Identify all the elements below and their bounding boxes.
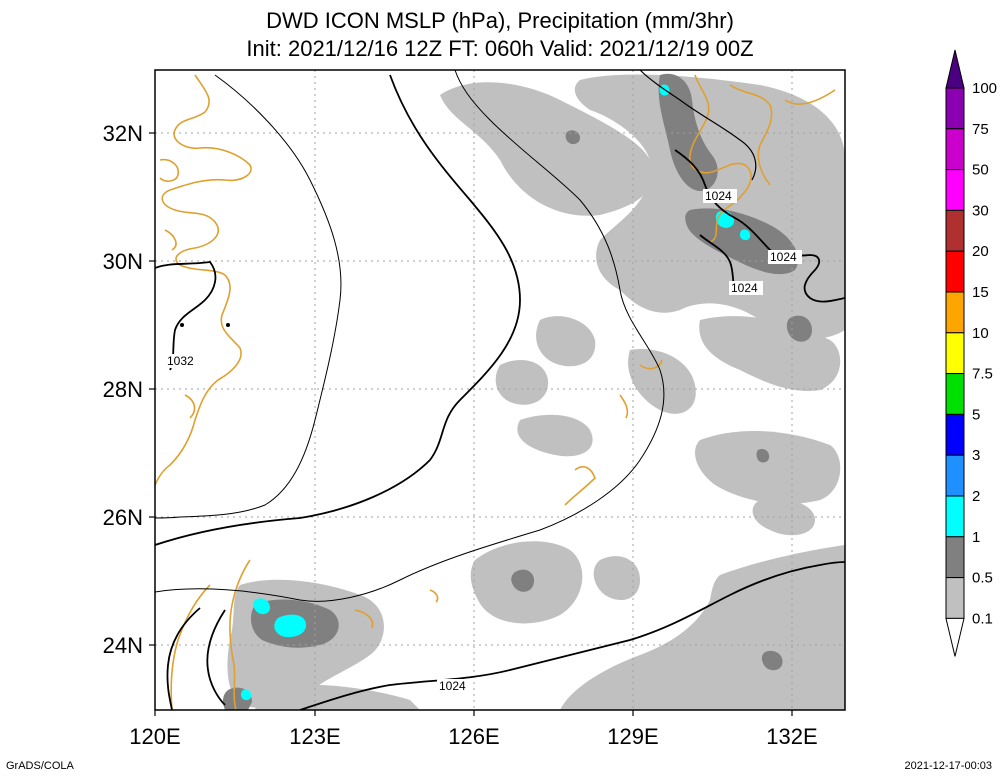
colorbar-swatch [945,250,965,293]
colorbar-swatch [945,536,965,579]
isobar-label: 1024 [770,250,797,264]
colorbar-swatch [945,128,965,171]
colorbar-label: 10 [972,325,989,342]
colorbar-swatch [945,454,965,497]
colorbar-label: 75 [972,121,989,138]
map-frame [154,69,846,711]
colorbar-label: 50 [972,162,989,179]
plot-area [155,70,845,710]
lat-axis-labels: 32N 30N 28N 26N 24N [103,121,143,658]
pressure-center-marker [226,323,230,327]
colorbar-swatch [945,373,965,415]
isobar-label: 1024 [731,281,758,295]
lat-lon-grid [155,70,845,710]
pressure-center-marker [180,323,184,327]
colorbar-top-arrow [945,49,965,89]
colorbar-label: 2 [972,488,980,505]
footer-timestamp: 2021-12-17-00:03 [904,760,992,772]
colorbar-swatch [945,577,965,619]
colorbar-swatch [945,413,965,456]
colorbar-swatch [945,291,965,334]
colorbar-label: 30 [972,202,989,219]
isobars [155,70,845,710]
isobar-label: 1032 [167,354,194,368]
colorbar-label: 0.5 [972,570,993,587]
isobar-label: 1024 [439,679,466,693]
colorbar-swatch [945,495,965,538]
precip-cyan-areas [240,84,751,701]
map-subtitle: Init: 2021/12/16 12Z FT: 060h Valid: 202… [246,36,754,61]
colorbar-bottom-arrow [945,617,965,657]
colorbar-label: 0.1 [972,610,993,627]
lon-label: 120E [129,724,180,749]
colorbar-label: 3 [972,447,980,464]
isobar-label: 1024 [705,189,732,203]
lat-label: 32N [103,121,143,146]
lat-label: 30N [103,249,143,274]
lat-label: 28N [103,377,143,402]
coastlines [155,74,836,710]
colorbar-swatch [945,332,965,375]
lon-label: 126E [448,724,499,749]
footer-credit: GrADS/COLA [6,760,74,772]
axis-ticks [149,132,793,716]
colorbar-label: 5 [972,406,980,423]
colorbar-label: 1 [972,529,980,546]
colorbar-label: 100 [972,80,997,97]
isobar-labels: 1032 1024 1024 1024 1024 [165,189,802,693]
colorbar-label: 15 [972,284,989,301]
colorbar-swatch [945,209,965,252]
map-title: DWD ICON MSLP (hPa), Precipitation (mm/3… [266,8,734,33]
lon-axis-labels: 120E 123E 126E 129E 132E [129,724,817,749]
precip-colorbar: 100 75 50 30 20 15 10 7.5 5 3 2 1 0.5 0.1 [945,49,997,657]
colorbar-label: 20 [972,243,989,260]
lat-label: 24N [103,633,143,658]
lon-label: 129E [607,724,658,749]
lat-label: 26N [103,505,143,530]
colorbar-swatch [945,87,965,130]
lon-label: 123E [289,724,340,749]
colorbar-label: 7.5 [972,366,993,383]
colorbar-swatch [945,169,965,211]
lon-label: 132E [766,724,817,749]
